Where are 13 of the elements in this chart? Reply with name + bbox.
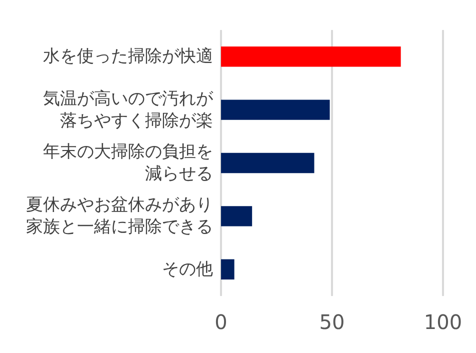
bar (221, 100, 330, 120)
bar (221, 206, 252, 226)
bar (221, 46, 401, 67)
x-tick-label: 0 (214, 310, 228, 334)
y-tick-label: その他 (162, 259, 213, 280)
y-tick-label: 年末の大掃除の負担を減らせる (43, 142, 213, 184)
y-tick-label: 気温が高いので汚れが落ちやすく掃除が楽 (43, 88, 214, 131)
x-tick-label: 100 (424, 310, 462, 334)
y-tick-label: 水を使った掃除が快適 (43, 46, 213, 67)
bar (221, 259, 234, 280)
bar (221, 152, 314, 174)
y-tick-label: 夏休みやお盆休みがあり家族と一緒に掃除できる (26, 195, 213, 238)
x-tick-label: 50 (319, 310, 345, 334)
